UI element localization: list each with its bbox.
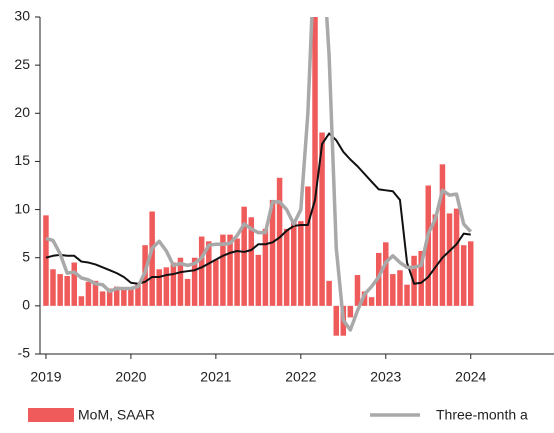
- bar: [446, 213, 453, 306]
- bar: [92, 280, 99, 306]
- x-tick-label: 2019: [30, 369, 61, 385]
- bar: [305, 186, 311, 306]
- bar: [439, 164, 446, 306]
- x-tick-label: 2024: [455, 369, 486, 385]
- bar: [404, 284, 410, 306]
- bar: [397, 270, 403, 306]
- bar: [425, 185, 432, 306]
- bar: [71, 262, 77, 306]
- y-tick-label: 10: [14, 200, 30, 216]
- bar: [121, 288, 127, 306]
- bar: [78, 296, 85, 306]
- legend-label: MoM, SAAR: [78, 407, 155, 423]
- y-tick-label: 15: [14, 152, 30, 168]
- bar: [262, 228, 269, 306]
- bar: [326, 280, 332, 306]
- x-tick-label: 2022: [285, 369, 316, 385]
- y-tick-label: 0: [22, 297, 30, 313]
- bar: [50, 269, 56, 306]
- bar: [276, 177, 283, 306]
- bar: [460, 245, 467, 306]
- bar: [383, 242, 389, 306]
- bar: [283, 228, 290, 306]
- y-tick-label: 30: [14, 8, 30, 24]
- bar: [418, 250, 424, 306]
- bar: [390, 274, 396, 306]
- line: [45, 132, 471, 285]
- bar: [149, 211, 155, 306]
- bar: [368, 297, 375, 306]
- bar: [467, 241, 474, 306]
- bar: [198, 236, 205, 306]
- y-tick-label: 20: [14, 104, 30, 120]
- bar: [248, 217, 255, 306]
- bar: [85, 281, 92, 306]
- plot-area: [43, 17, 474, 336]
- bar: [220, 234, 226, 306]
- bar: [453, 208, 460, 306]
- bar: [156, 269, 162, 306]
- x-tick-label: 2021: [200, 369, 231, 385]
- bar: [163, 267, 170, 306]
- bar: [234, 238, 240, 306]
- bar: [269, 199, 276, 306]
- bar: [57, 274, 63, 306]
- line: [45, 17, 473, 332]
- bar: [241, 206, 247, 306]
- bar: [106, 288, 113, 306]
- bar: [113, 286, 120, 306]
- bar: [347, 305, 354, 318]
- bar: [64, 276, 70, 306]
- bar: [128, 288, 134, 306]
- legend-swatch: [28, 408, 74, 422]
- bar: [432, 214, 439, 306]
- bar: [206, 241, 212, 306]
- legend-label: Three-month a: [436, 407, 528, 423]
- bar: [170, 262, 177, 306]
- x-tick-label: 2023: [370, 369, 401, 385]
- bar: [184, 278, 191, 306]
- y-tick-label: 25: [14, 56, 30, 72]
- bar: [312, 17, 318, 306]
- bar: [191, 257, 198, 306]
- bar: [319, 132, 325, 306]
- bar: [99, 291, 106, 306]
- bar: [227, 234, 233, 306]
- bar: [177, 257, 184, 306]
- y-tick-label: 5: [22, 248, 30, 264]
- bar: [255, 254, 262, 306]
- y-tick-label: -5: [18, 345, 31, 361]
- bar: [43, 215, 49, 306]
- bar: [291, 222, 297, 306]
- x-tick-label: 2020: [115, 369, 146, 385]
- bar: [354, 275, 361, 306]
- bar: [333, 305, 340, 336]
- bar: [135, 284, 141, 306]
- bar: [213, 259, 219, 306]
- bar: [298, 221, 304, 306]
